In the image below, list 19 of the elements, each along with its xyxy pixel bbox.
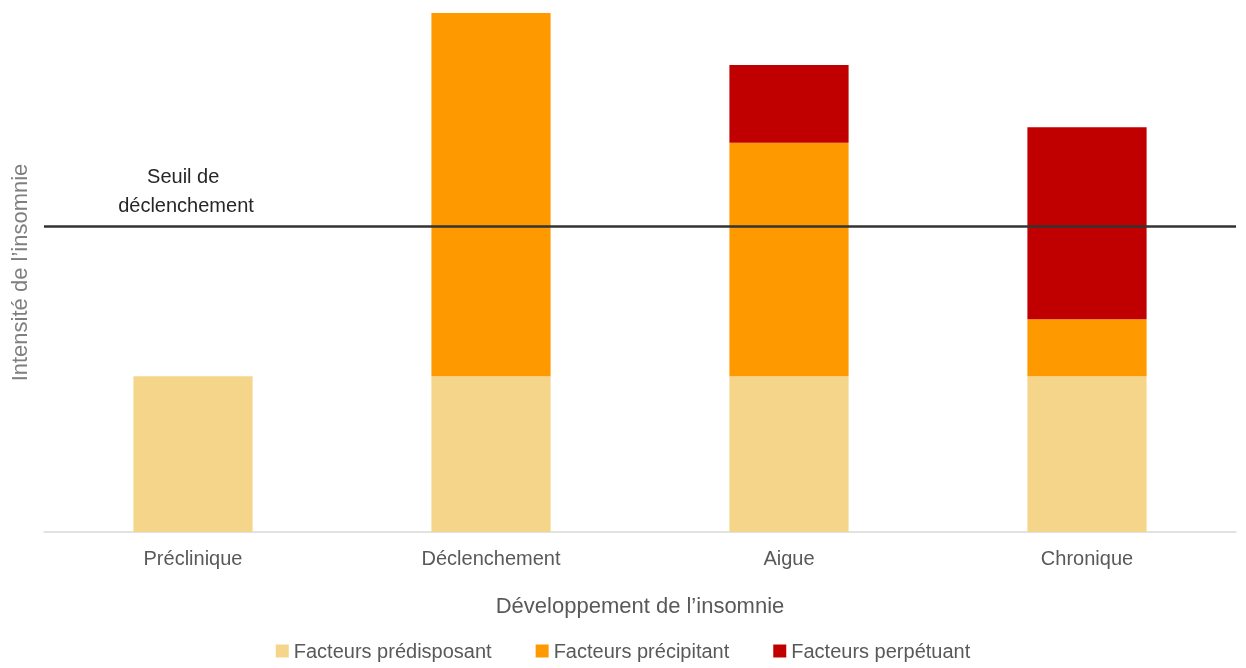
bar	[729, 64, 849, 143]
x-tick-label: Déclenchement	[421, 547, 561, 569]
bar	[1027, 127, 1147, 320]
bar	[1027, 376, 1147, 532]
ref-line-label: Seuil de déclenchement	[118, 165, 255, 217]
legend-label: Facteurs perpétuant	[791, 640, 971, 662]
bar	[431, 13, 551, 377]
bar	[729, 376, 849, 532]
legend-label: Facteurs prédisposant	[293, 640, 493, 662]
x-tick-label: Préclinique	[143, 547, 243, 569]
x-tick-label: Chronique	[1040, 547, 1134, 569]
bar	[133, 376, 253, 532]
bar	[729, 142, 849, 377]
x-axis-title: Développement de l’insomnie	[495, 592, 785, 618]
bar	[431, 376, 551, 532]
x-tick-label: Aigue	[763, 547, 815, 569]
y-axis-title: Intensité de l’insomnie	[6, 163, 32, 382]
bar	[1027, 319, 1147, 377]
legend-label: Facteurs précipitant	[553, 640, 730, 662]
